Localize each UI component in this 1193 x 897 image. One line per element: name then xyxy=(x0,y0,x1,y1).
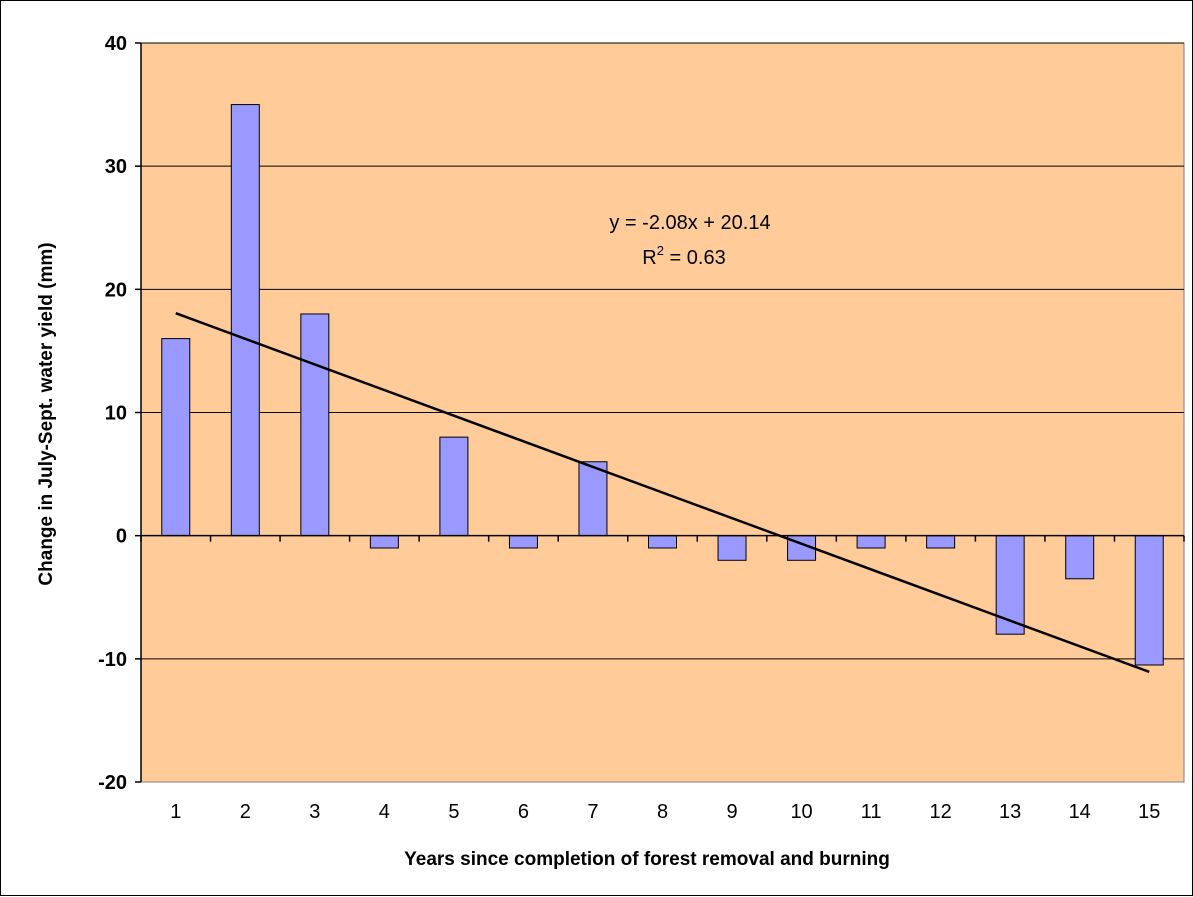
r-squared-value: = 0.63 xyxy=(664,247,726,269)
bar xyxy=(161,338,191,537)
bar xyxy=(300,313,330,537)
bar xyxy=(1065,535,1095,580)
bar xyxy=(369,535,399,549)
x-axis-title: Years since completion of forest removal… xyxy=(404,849,890,870)
y-tick-label: 30 xyxy=(105,156,127,178)
r-squared-superscript: 2 xyxy=(657,243,664,258)
bar xyxy=(717,535,747,561)
x-tick-label: 9 xyxy=(726,801,737,823)
bar xyxy=(1134,535,1164,666)
x-tick-label: 5 xyxy=(448,801,459,823)
x-tick-label: 10 xyxy=(790,801,812,823)
bar xyxy=(578,461,608,537)
x-tick-label: 13 xyxy=(999,801,1021,823)
y-tick-label: 10 xyxy=(105,403,127,425)
trendline-equation: y = -2.08x + 20.14 xyxy=(609,212,770,234)
bar xyxy=(856,535,886,549)
bar xyxy=(508,535,538,549)
x-tick-label: 2 xyxy=(240,801,251,823)
bar xyxy=(926,535,956,549)
r-squared-prefix: R xyxy=(642,247,656,269)
x-tick-label: 11 xyxy=(861,801,882,823)
bars xyxy=(161,104,1164,666)
trendline xyxy=(175,312,1150,674)
y-tick-label: -20 xyxy=(98,772,127,794)
x-tick-label: 4 xyxy=(379,801,390,823)
x-tick-label: 8 xyxy=(657,801,668,823)
x-tick-label: 6 xyxy=(518,801,529,823)
x-tick-label: 14 xyxy=(1069,801,1091,823)
x-tick-label: 12 xyxy=(930,801,952,823)
y-tick-label: 0 xyxy=(116,526,127,548)
y-tick-label: 40 xyxy=(105,33,127,55)
x-tick-labels: 1 2 3 4 5 6 7 8 9 10 11 12 13 14 15 xyxy=(170,801,1160,823)
bar xyxy=(648,535,677,549)
y-axis-title: Change in July-Sept. water yield (mm) xyxy=(36,242,57,585)
y-tick-label: -10 xyxy=(98,649,127,671)
y-tick-label: 20 xyxy=(105,279,127,301)
y-tick-labels: 40 30 20 10 0 -10 -20 xyxy=(98,33,127,794)
x-tick-label: 3 xyxy=(309,801,320,823)
x-tick-label: 15 xyxy=(1138,801,1160,823)
trendline-r-squared: R2 = 0.63 xyxy=(642,243,725,269)
bar xyxy=(439,436,469,537)
bar xyxy=(230,104,260,537)
axes xyxy=(135,42,1185,783)
x-tick-label: 1 xyxy=(170,801,181,823)
x-tick-label: 7 xyxy=(587,801,598,823)
